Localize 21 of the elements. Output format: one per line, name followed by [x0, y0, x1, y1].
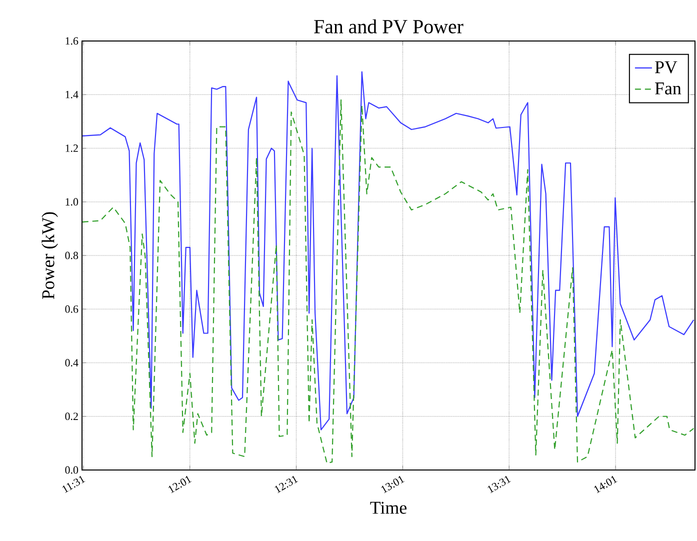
y-tick-label: 1.6 — [66, 37, 78, 45]
x-tick-label: 12:31 — [274, 476, 298, 494]
y-tick-label: 0.2 — [65, 412, 78, 420]
x-tick-label: 14:01 — [594, 476, 618, 494]
x-tick-label: 13:31 — [488, 476, 511, 494]
y-tick-label: 1.2 — [66, 144, 78, 152]
y-tick-label: 0.6 — [65, 305, 78, 313]
x-axis-title: Time — [370, 502, 407, 514]
legend-label: Fan — [655, 82, 682, 94]
line-series — [82, 99, 694, 464]
chart-title: Fan and PV Power — [314, 19, 464, 34]
y-tick-label: 1.0 — [66, 198, 78, 206]
x-tick-label: 11:31 — [62, 476, 86, 493]
y-tick-label: 0.8 — [65, 252, 78, 260]
y-tick-label: 0.0 — [65, 466, 78, 474]
x-tick-label: 13:01 — [381, 476, 404, 494]
legend-label: PV — [655, 61, 678, 74]
y-axis-title: Power (kW) — [42, 212, 58, 300]
y-tick-label: 0.4 — [65, 359, 78, 366]
x-tick-label: 12:01 — [168, 476, 192, 494]
y-tick-label: 1.4 — [66, 90, 78, 98]
